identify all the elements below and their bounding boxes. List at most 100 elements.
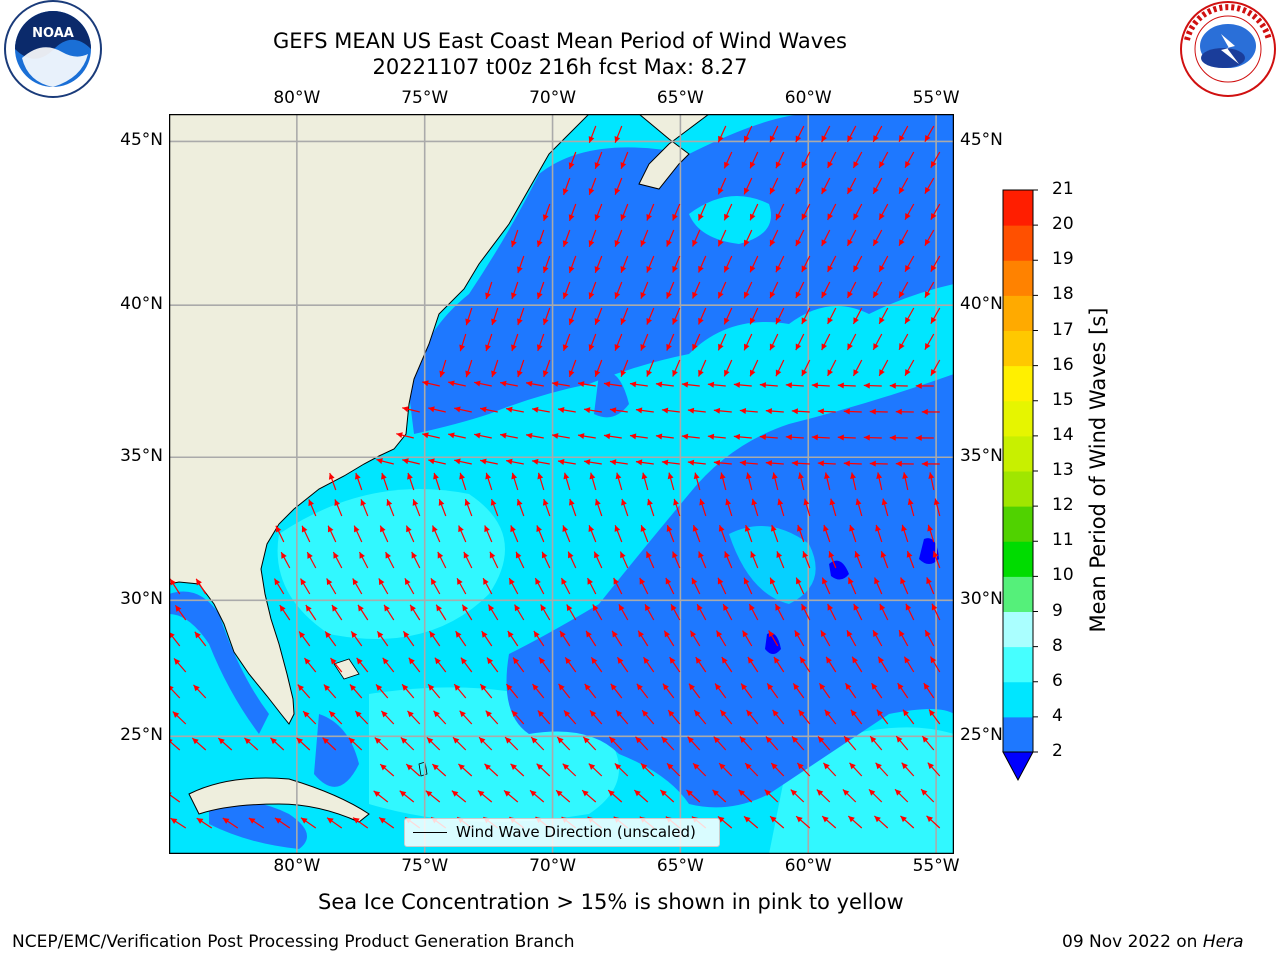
direction-arrow <box>743 815 759 829</box>
direction-arrow <box>672 203 681 221</box>
direction-arrow <box>567 551 577 569</box>
direction-arrow <box>816 789 831 803</box>
direction-arrow <box>431 525 441 543</box>
direction-arrow <box>540 604 551 621</box>
direction-arrow <box>635 736 649 751</box>
direction-arrow <box>791 736 805 751</box>
direction-arrow <box>305 604 317 621</box>
direction-arrow <box>170 817 187 829</box>
direction-arrow <box>749 255 759 273</box>
direction-arrow <box>881 498 889 517</box>
direction-arrow <box>577 433 596 440</box>
direction-arrow <box>872 629 883 647</box>
direction-arrow <box>279 604 291 621</box>
direction-arrow <box>769 229 779 247</box>
direction-arrow <box>330 657 343 673</box>
direction-arrow <box>795 229 805 247</box>
direction-arrow <box>751 498 759 517</box>
footer-date-text: 09 Nov 2022 on <box>1062 932 1203 952</box>
direction-arrow <box>821 125 831 143</box>
direction-arrow <box>715 630 727 647</box>
direction-arrow <box>645 551 655 569</box>
sea-ice-note: Sea Ice Concentration > 15% is shown in … <box>318 890 904 914</box>
direction-arrow <box>280 551 291 569</box>
direction-arrow <box>693 472 701 491</box>
direction-arrow <box>775 255 785 273</box>
direction-arrow <box>458 525 467 543</box>
direction-arrow <box>379 525 389 543</box>
direction-arrow <box>775 151 785 169</box>
direction-arrow <box>551 381 570 387</box>
direction-arrow <box>577 381 596 388</box>
direction-arrow <box>718 524 727 543</box>
direction-arrow <box>505 406 524 413</box>
direction-arrow <box>503 789 519 803</box>
direction-arrow <box>536 763 551 777</box>
direction-arrow <box>412 499 421 517</box>
colorbar <box>1002 189 1038 782</box>
direction-arrow <box>824 709 837 725</box>
direction-arrow <box>385 551 395 569</box>
direction-arrow <box>375 683 389 699</box>
direction-arrow <box>719 709 733 725</box>
direction-arrow <box>354 710 369 725</box>
direction-arrow <box>328 710 343 725</box>
direction-arrow <box>744 524 753 543</box>
direction-arrow <box>433 710 447 725</box>
direction-arrow <box>742 630 753 647</box>
direction-arrow <box>769 815 785 829</box>
period-2-4s-bahamas <box>314 714 359 787</box>
direction-arrow <box>821 229 831 247</box>
direction-arrow <box>876 472 883 491</box>
direction-arrow <box>517 255 525 274</box>
direction-arrow <box>852 359 863 377</box>
direction-arrow <box>590 656 603 673</box>
direction-arrow <box>854 550 863 569</box>
direction-arrow <box>620 151 629 169</box>
map-frame <box>169 114 954 854</box>
direction-arrow <box>614 177 623 195</box>
lat-label-right: 25°N <box>960 725 1003 746</box>
direction-arrow <box>852 307 863 325</box>
direction-arrow <box>629 433 648 440</box>
direction-arrow <box>646 203 655 221</box>
direction-arrow <box>689 630 701 647</box>
direction-arrow <box>352 817 369 829</box>
direction-arrow <box>681 433 700 440</box>
colorbar-tick-label: 21 <box>1052 179 1074 199</box>
lat-label-right: 45°N <box>960 130 1003 151</box>
direction-arrow <box>275 525 285 543</box>
direction-arrow <box>698 551 707 569</box>
lat-label-right: 35°N <box>960 446 1003 467</box>
direction-arrow <box>352 578 363 595</box>
direction-arrow <box>640 333 649 351</box>
direction-arrow <box>270 737 285 751</box>
direction-arrow <box>872 281 883 299</box>
direction-arrow <box>589 472 597 491</box>
direction-arrow <box>633 789 649 803</box>
direction-arrow <box>927 762 941 777</box>
lon-label-top: 70°W <box>529 88 577 108</box>
direction-arrow <box>659 789 675 803</box>
direction-arrow <box>512 657 525 673</box>
colorbar-tick-label: 16 <box>1052 354 1074 375</box>
direction-arrow <box>872 125 883 143</box>
lon-label-top: 55°W <box>912 88 960 108</box>
direction-arrow <box>559 630 571 647</box>
direction-arrow <box>849 762 863 777</box>
direction-arrow <box>636 683 649 699</box>
lat-label-right: 30°N <box>960 589 1003 610</box>
direction-arrow <box>928 472 935 491</box>
direction-arrow <box>454 458 472 465</box>
direction-arrow <box>615 709 629 725</box>
colorbar-bin <box>1003 435 1033 472</box>
direction-arrow <box>640 762 655 777</box>
direction-arrow <box>563 472 571 491</box>
direction-arrow <box>422 380 440 387</box>
direction-arrow <box>850 709 863 725</box>
colorbar-bin <box>1003 260 1033 296</box>
period-2-4s-region-south <box>506 374 954 808</box>
direction-arrow <box>490 498 499 517</box>
direction-arrow <box>533 630 545 647</box>
direction-arrow <box>923 682 935 699</box>
